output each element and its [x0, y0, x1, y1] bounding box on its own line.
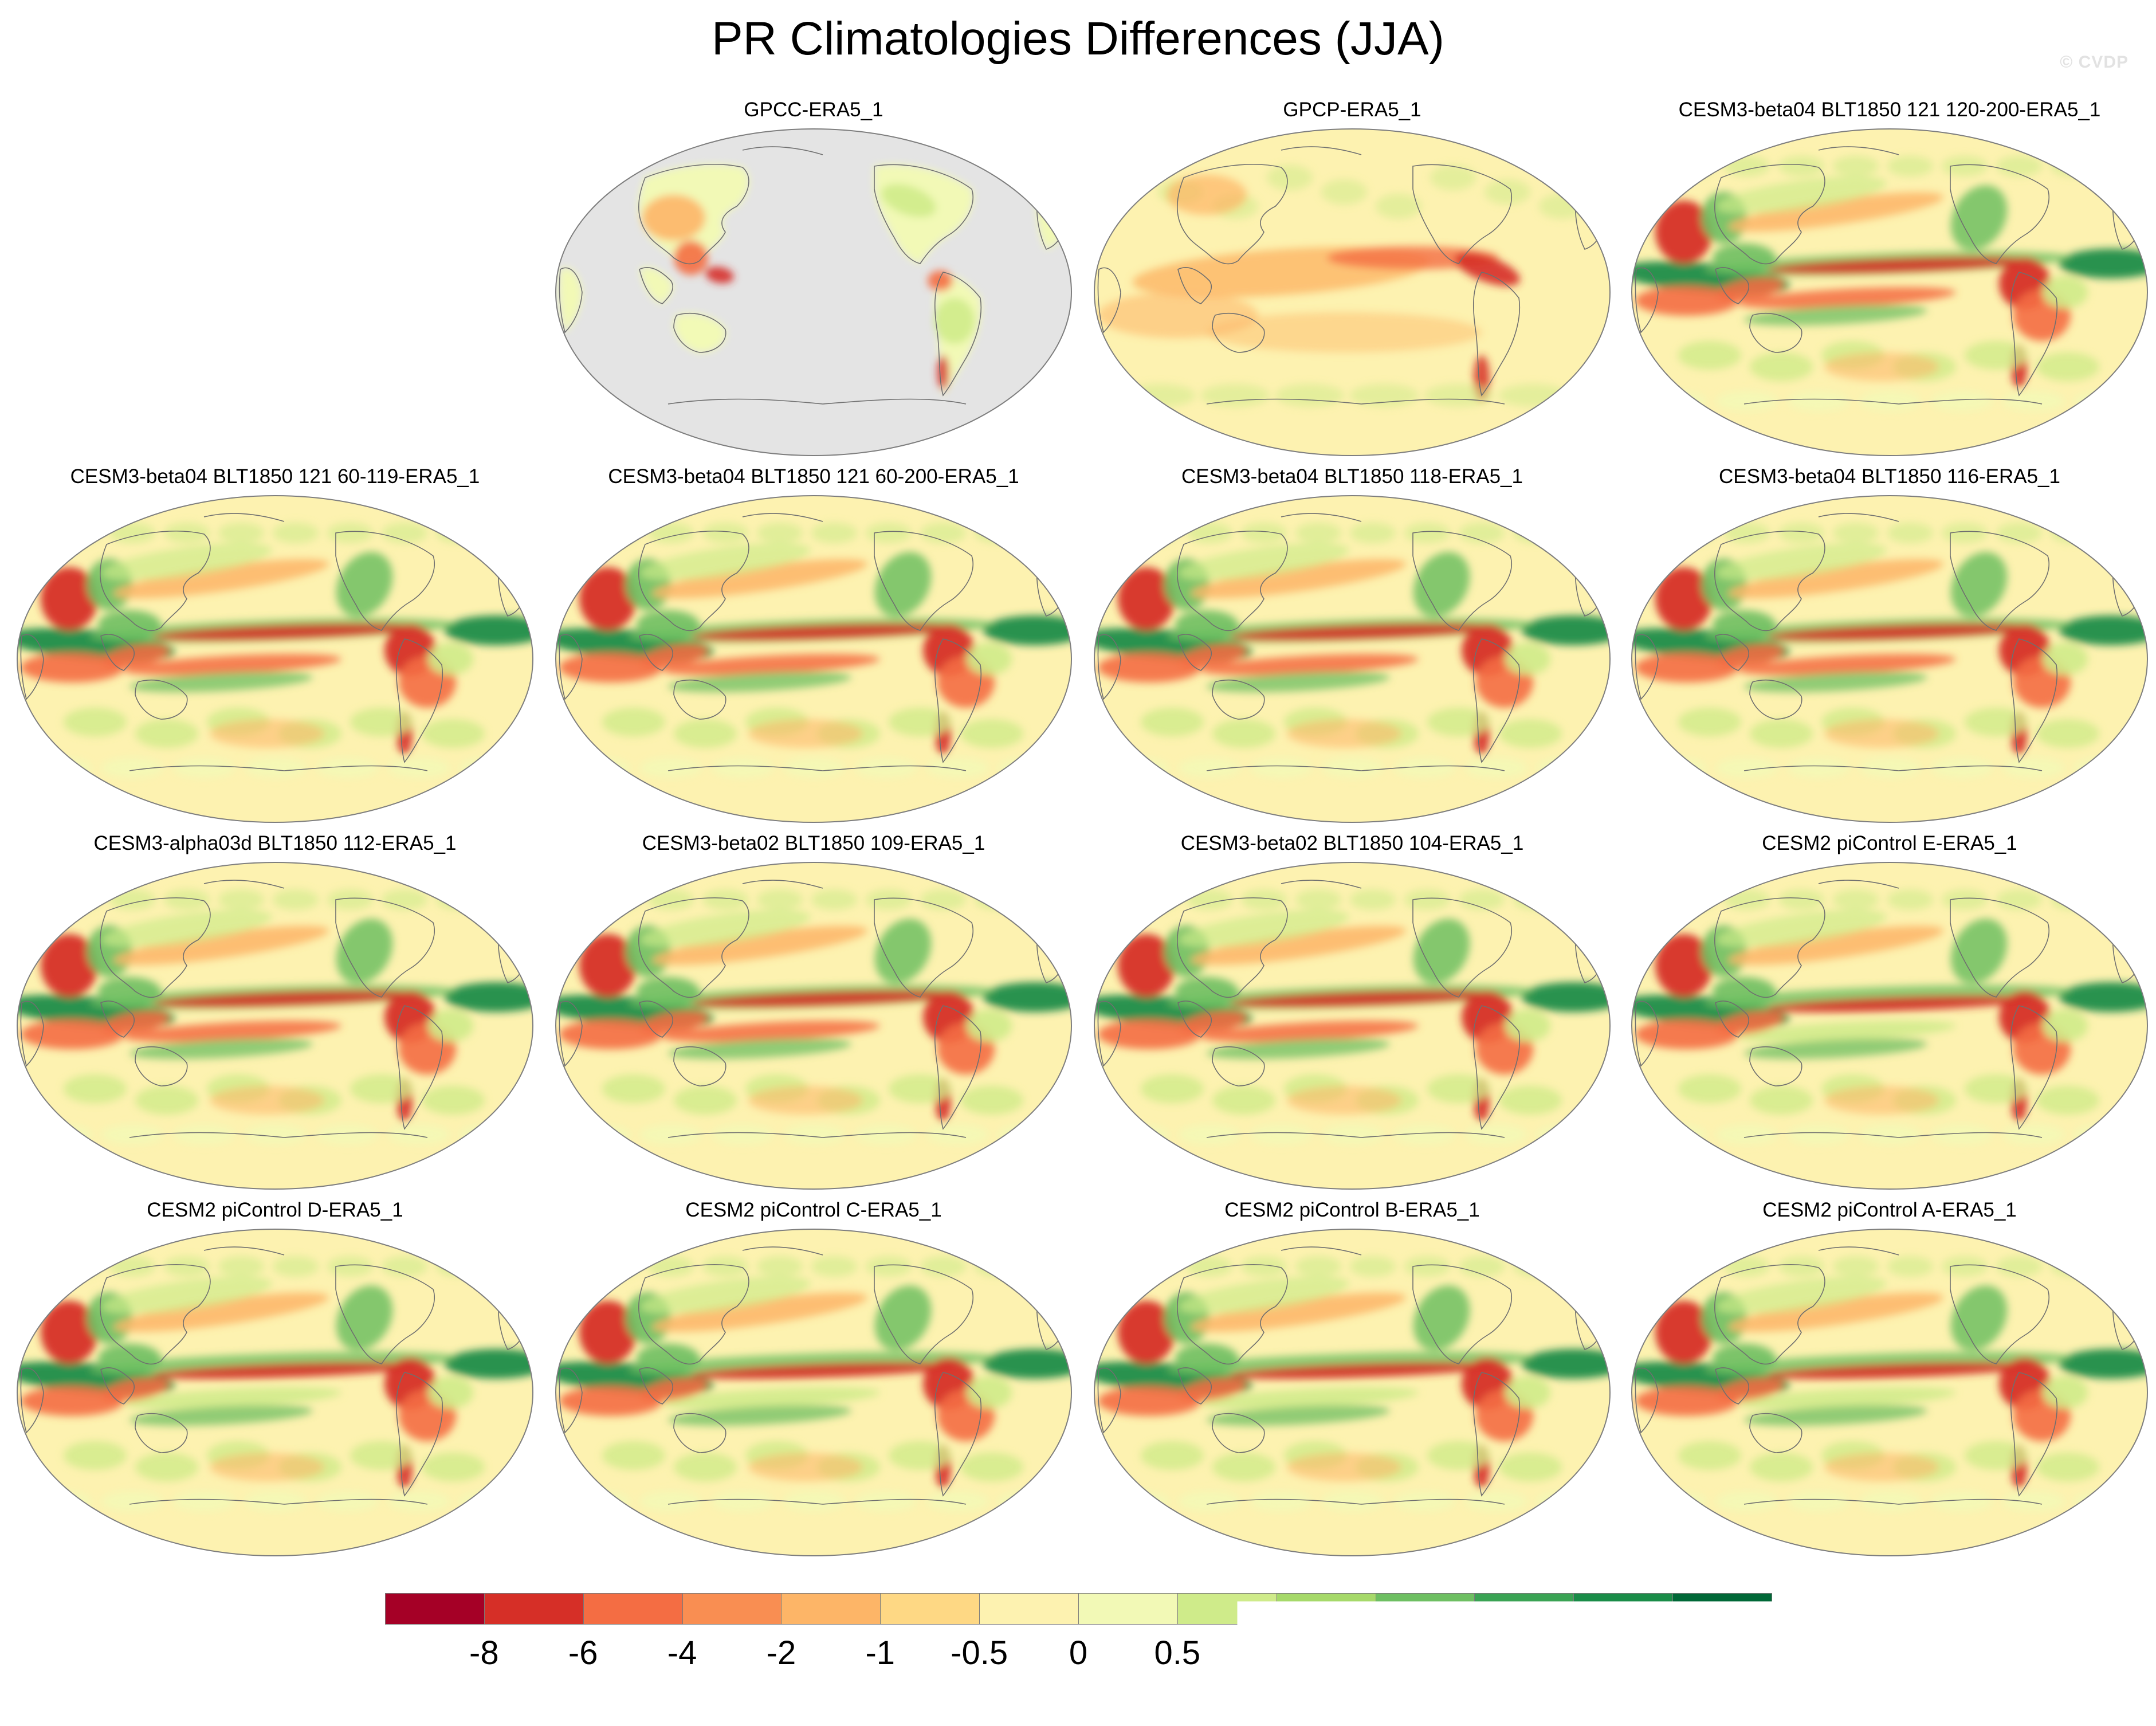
colorbar-tick-label: 0 — [1021, 1633, 1136, 1673]
map-panel-title: CESM2 piControl E-ERA5_1 — [1626, 831, 2153, 856]
map-panel: CESM3-beta04 BLT1850 116-ERA5_1 — [1626, 464, 2153, 842]
map-panel-title: CESM3-beta04 BLT1850 121 120-200-ERA5_1 — [1626, 97, 2153, 123]
colorbar-box — [682, 1593, 782, 1625]
precipitation-difference-map — [1092, 1226, 1612, 1559]
colorbar-box — [1078, 1593, 1178, 1625]
precipitation-difference-map — [553, 493, 1074, 825]
colorbar-tick-label: -1 — [823, 1633, 937, 1673]
cvdp-watermark: © CVDP — [2060, 53, 2128, 72]
map-panel-title: CESM3-beta02 BLT1850 109-ERA5_1 — [550, 831, 1077, 856]
map-panel-title: CESM2 piControl C-ERA5_1 — [550, 1198, 1077, 1223]
precipitation-difference-map — [1092, 860, 1612, 1192]
precipitation-difference-map — [1629, 860, 2150, 1192]
map-panel-title: CESM2 piControl D-ERA5_1 — [11, 1198, 539, 1223]
colorbar-tick-label: -0.5 — [922, 1633, 1036, 1673]
precipitation-difference-map — [15, 493, 535, 825]
map-panel: CESM3-beta02 BLT1850 109-ERA5_1 — [550, 831, 1077, 1209]
map-panel-title: CESM2 piControl A-ERA5_1 — [1626, 1198, 2153, 1223]
precipitation-difference-map — [1629, 126, 2150, 458]
colorbar-box — [1177, 1593, 1277, 1625]
colorbar-box — [1376, 1593, 1475, 1625]
colorbar-tick-label: 4 — [1417, 1633, 1531, 1673]
map-panel-title: GPCP-ERA5_1 — [1089, 97, 1616, 123]
map-panel-title: CESM3-alpha03d BLT1850 112-ERA5_1 — [11, 831, 539, 856]
map-panel-title: CESM3-beta04 BLT1850 121 60-119-ERA5_1 — [11, 464, 539, 489]
colorbar-tick-label: -4 — [625, 1633, 740, 1673]
precipitation-difference-map — [553, 1226, 1074, 1559]
map-panel-title: CESM3-beta04 BLT1850 121 60-200-ERA5_1 — [550, 464, 1077, 489]
map-panel: CESM2 piControl D-ERA5_1 — [11, 1198, 539, 1576]
map-panel: CESM3-beta04 BLT1850 121 120-200-ERA5_1 — [1626, 97, 2153, 476]
precipitation-difference-map — [553, 860, 1074, 1192]
colorbar-box — [583, 1593, 683, 1625]
colorbar-unit-label: mm/day — [0, 1670, 2156, 1713]
map-panel-title: CESM3-beta04 BLT1850 118-ERA5_1 — [1089, 464, 1616, 489]
colorbar-box — [385, 1593, 485, 1625]
precipitation-difference-map — [15, 860, 535, 1192]
precipitation-difference-map — [1629, 1226, 2150, 1559]
map-panel: GPCC-ERA5_1 — [550, 97, 1077, 476]
map-panel: CESM2 piControl B-ERA5_1 — [1089, 1198, 1616, 1576]
precipitation-difference-map — [553, 126, 1074, 458]
colorbar-box — [781, 1593, 881, 1625]
precipitation-difference-map — [1629, 493, 2150, 825]
precipitation-difference-map — [1092, 126, 1612, 458]
map-panel-title: CESM2 piControl B-ERA5_1 — [1089, 1198, 1616, 1223]
colorbar-tick-label: 2 — [1318, 1633, 1433, 1673]
colorbar-box — [1672, 1593, 1772, 1625]
colorbar-box — [484, 1593, 584, 1625]
colorbar-tick-label: 8 — [1615, 1633, 1730, 1673]
map-panel-title: CESM3-beta04 BLT1850 116-ERA5_1 — [1626, 464, 2153, 489]
precipitation-difference-map — [15, 1226, 535, 1559]
map-panel: CESM3-beta04 BLT1850 121 60-200-ERA5_1 — [550, 464, 1077, 842]
colorbar-tick-label: 0.5 — [1120, 1633, 1235, 1673]
map-panel: CESM3-alpha03d BLT1850 112-ERA5_1 — [11, 831, 539, 1209]
map-panel: GPCP-ERA5_1 — [1089, 97, 1616, 476]
colorbar-box — [979, 1593, 1079, 1625]
map-panel-title: CESM3-beta02 BLT1850 104-ERA5_1 — [1089, 831, 1616, 856]
colorbar-tick-label: -6 — [526, 1633, 641, 1673]
map-panel-title: GPCC-ERA5_1 — [550, 97, 1077, 123]
map-panel: CESM2 piControl E-ERA5_1 — [1626, 831, 2153, 1209]
colorbar-tick-label: 6 — [1516, 1633, 1631, 1673]
page-title: PR Climatologies Differences (JJA) — [0, 10, 2156, 68]
colorbar — [385, 1593, 1772, 1626]
colorbar-tick-label: 1 — [1219, 1633, 1334, 1673]
map-panel: CESM3-beta04 BLT1850 118-ERA5_1 — [1089, 464, 1616, 842]
map-panel: CESM3-beta04 BLT1850 121 60-119-ERA5_1 — [11, 464, 539, 842]
colorbar-tick-label: -2 — [724, 1633, 838, 1673]
colorbar-box — [1474, 1593, 1574, 1625]
map-panel: CESM2 piControl C-ERA5_1 — [550, 1198, 1077, 1576]
colorbar-tick-label: -8 — [427, 1633, 541, 1673]
colorbar-box — [880, 1593, 980, 1625]
colorbar-box — [1573, 1593, 1673, 1625]
map-panel: CESM3-beta02 BLT1850 104-ERA5_1 — [1089, 831, 1616, 1209]
precipitation-difference-map — [1092, 493, 1612, 825]
map-panel: CESM2 piControl A-ERA5_1 — [1626, 1198, 2153, 1576]
colorbar-box — [1277, 1593, 1376, 1625]
